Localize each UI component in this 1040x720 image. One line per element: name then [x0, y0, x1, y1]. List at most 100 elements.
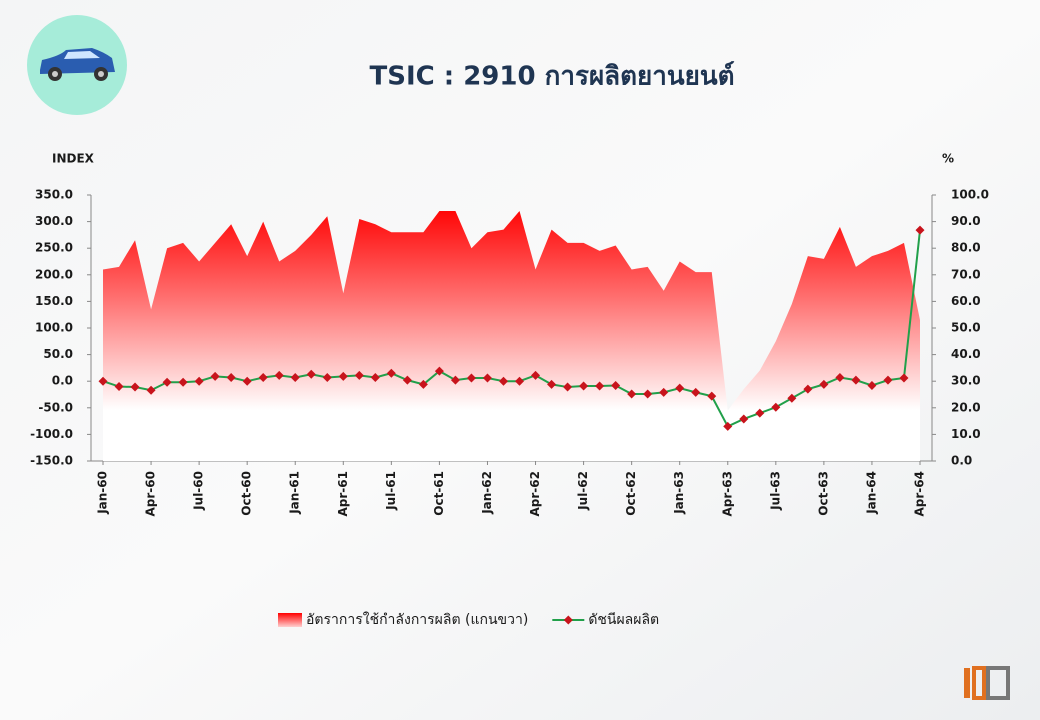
marker — [803, 384, 813, 394]
marker — [130, 382, 140, 392]
x-tick-label: Oct-62 — [624, 471, 638, 516]
marker — [210, 371, 220, 381]
x-tick-label: Apr-60 — [144, 471, 158, 516]
marker — [178, 377, 188, 387]
plot-area: -150.0 -100.0 -50.0 0.0 50.0 100.0 150.0 200.0 2… — [30, 188, 989, 629]
marker — [386, 368, 396, 378]
x-tick-label: Apr-61 — [336, 471, 350, 516]
y2-tick-label: 0.0 — [951, 454, 972, 468]
logo — [964, 666, 1010, 700]
y2-tick-label: 70.0 — [951, 267, 981, 281]
y-tick-label: 150.0 — [35, 294, 73, 308]
car-icon — [27, 15, 127, 115]
marker — [883, 375, 893, 385]
marker — [915, 225, 925, 235]
y2-tick-label: 40.0 — [951, 347, 981, 361]
marker — [498, 376, 508, 386]
x-tick-label: Jan-64 — [864, 471, 878, 515]
x-tick-label: Jul-61 — [384, 471, 398, 511]
marker — [98, 376, 108, 386]
marker — [771, 402, 781, 412]
x-tick-label: Apr-64 — [913, 471, 927, 516]
x-tick-label: Apr-62 — [528, 471, 542, 516]
marker — [835, 372, 845, 382]
marker — [611, 380, 621, 390]
y2-tick-label: 60.0 — [951, 294, 981, 308]
marker — [466, 373, 476, 383]
y2-tick-label: 80.0 — [951, 241, 981, 255]
marker — [819, 379, 829, 389]
x-tick-label: Oct-60 — [240, 471, 254, 516]
line — [102, 230, 921, 428]
area — [103, 210, 920, 461]
y2-tick-label: 30.0 — [951, 374, 981, 388]
x-tick-label: Oct-61 — [432, 471, 446, 516]
y-tick-label: 250.0 — [35, 241, 73, 255]
marker — [482, 373, 492, 383]
x-tick-label: Jul-60 — [192, 471, 206, 511]
y-tick-label: 350.0 — [35, 188, 73, 202]
marker — [675, 383, 685, 393]
y-tick-label: 50.0 — [43, 347, 73, 361]
legend-swatch — [278, 613, 302, 627]
marker — [322, 372, 332, 382]
marker — [290, 372, 300, 382]
marker — [338, 371, 348, 381]
x-tick-label: Jan-62 — [480, 471, 494, 515]
marker — [515, 376, 525, 386]
y-tick-label: 0.0 — [52, 374, 73, 388]
x-tick-label: Apr-63 — [720, 471, 734, 516]
marker — [370, 372, 380, 382]
marker — [274, 370, 284, 380]
marker — [707, 391, 717, 401]
y2-tick-label: 100.0 — [951, 188, 989, 202]
chart-title: TSIC : 2910 การผลิตยานยนต์ — [370, 61, 735, 92]
y-tick-label: -50.0 — [38, 400, 73, 414]
x-tick-label: Oct-63 — [816, 471, 830, 516]
y-axis-title: INDEX — [52, 152, 95, 166]
marker — [691, 387, 701, 397]
marker — [755, 408, 765, 418]
marker — [659, 387, 669, 397]
y-tick-label: 100.0 — [35, 321, 73, 335]
marker — [643, 389, 653, 399]
marker — [402, 375, 412, 385]
y-tick-label: 200.0 — [35, 267, 73, 281]
marker — [595, 381, 605, 391]
marker — [258, 372, 268, 382]
y-tick-label: -150.0 — [30, 454, 73, 468]
marker — [579, 381, 589, 391]
marker — [547, 379, 557, 389]
x-tick-label: Jul-63 — [768, 471, 782, 511]
marker — [851, 375, 861, 385]
marker — [162, 377, 172, 387]
marker — [739, 414, 749, 424]
marker — [354, 370, 364, 380]
y-tick-label: 300.0 — [35, 214, 73, 228]
marker — [146, 385, 156, 395]
x-tick-label: Jan-61 — [288, 471, 302, 515]
legend-marker — [563, 615, 573, 625]
marker — [242, 376, 252, 386]
x-tick-label: Jul-62 — [576, 471, 590, 511]
marker — [194, 376, 204, 386]
marker — [627, 389, 637, 399]
y2-tick-label: 10.0 — [951, 427, 981, 441]
y2-tick-label: 20.0 — [951, 400, 981, 414]
marker — [226, 372, 236, 382]
marker — [723, 421, 733, 431]
marker — [867, 380, 877, 390]
marker — [306, 369, 316, 379]
legend-label: ดัชนีผลผลิต — [588, 612, 659, 628]
marker — [114, 382, 124, 392]
y2-tick-label: 50.0 — [951, 321, 981, 335]
x-tick-label: Jan-60 — [96, 471, 110, 515]
y2-axis-title: % — [942, 152, 954, 166]
y-tick-label: -100.0 — [30, 427, 73, 441]
marker — [899, 373, 909, 383]
marker — [787, 393, 797, 403]
marker — [434, 366, 444, 376]
marker — [418, 379, 428, 389]
